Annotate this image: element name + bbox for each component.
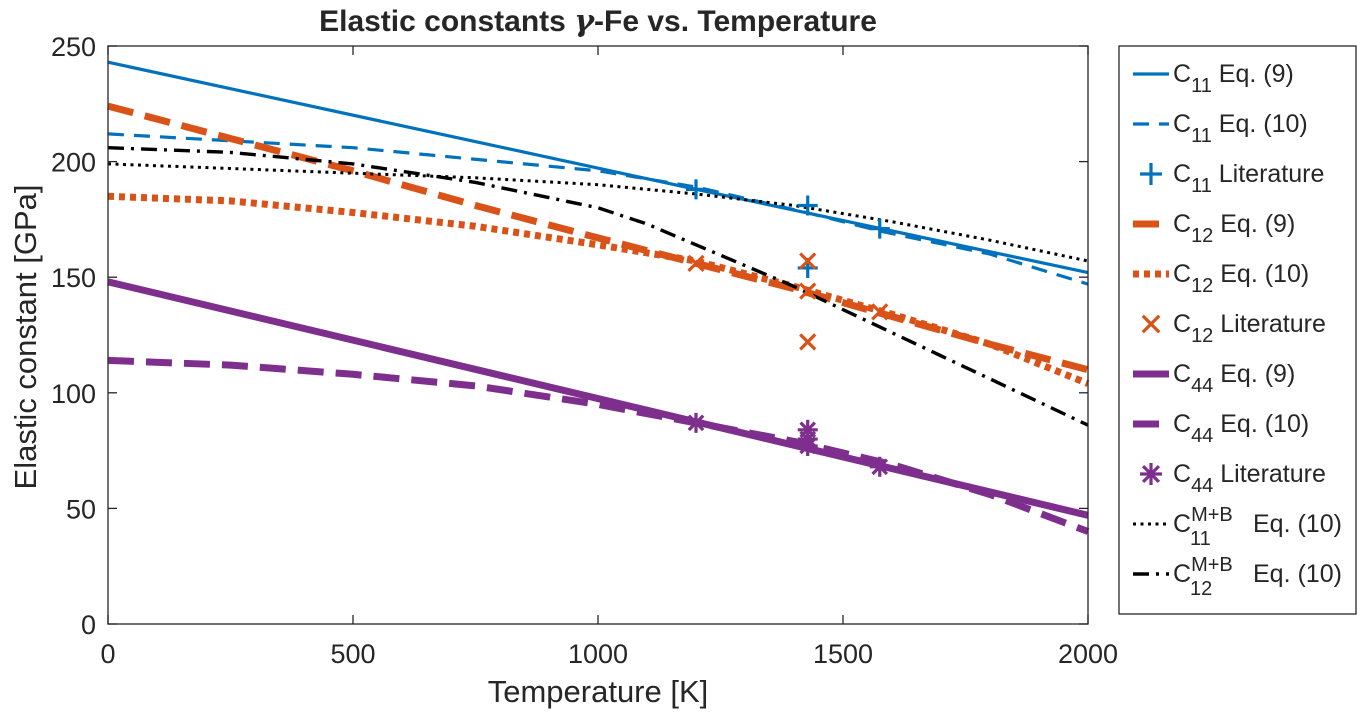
data-point	[871, 303, 889, 321]
x-axis-label: Temperature [K]	[488, 674, 709, 709]
series-c44-eq-10-line	[107, 356, 1090, 535]
x-tick-label: 2000	[1058, 639, 1118, 669]
legend-entry: C44 Literature	[1140, 460, 1326, 497]
legend-entry: CM+B 11Eq. (10)	[1133, 504, 1342, 550]
legend-entry: C12 Eq. (10)	[1133, 260, 1309, 297]
marker-stroke	[799, 252, 817, 270]
legend-label: CM+B 12Eq. (10)	[1173, 554, 1342, 600]
y-tick-label: 200	[51, 148, 96, 178]
data-point	[797, 435, 818, 456]
legend-entry: C12 Eq. (9)	[1133, 210, 1295, 247]
series-c12-eq-9-line	[107, 102, 1089, 374]
y-tick-label: 50	[66, 494, 96, 524]
marker-stroke	[871, 458, 889, 476]
legend-label: C44 Eq. (10)	[1173, 410, 1309, 447]
legend-entry: CM+B 12Eq. (10)	[1133, 554, 1342, 600]
data-point	[797, 195, 818, 216]
legend-label: C11 Eq. (10)	[1173, 110, 1308, 147]
y-tick-label: 150	[51, 263, 96, 293]
x-tick-label: 1000	[568, 639, 628, 669]
y-tick-label: 250	[51, 32, 96, 62]
legend-label: C44 Literature	[1173, 460, 1326, 497]
marker-stroke	[799, 333, 817, 351]
axes-layer: 0 500 1000 1500 2000 0 50 100 150 200 250	[51, 32, 1118, 669]
legend-swatch	[1140, 463, 1162, 485]
series-c12-literature-markers	[687, 252, 889, 351]
legend-label: C12 Eq. (10)	[1173, 260, 1309, 297]
legend-label: C12 Literature	[1173, 310, 1326, 347]
marker-stroke	[799, 282, 817, 300]
series-layer	[107, 60, 1090, 535]
series-c12-eq-10-line	[107, 192, 1090, 387]
plot-area	[108, 46, 1088, 624]
data-point	[799, 333, 817, 351]
data-point	[686, 412, 706, 433]
data-point	[869, 456, 890, 477]
y-axis-label: Elastic constant [GPa]	[8, 185, 43, 490]
legend-entry: C11 Literature	[1140, 160, 1324, 197]
y-tick-label: 100	[51, 379, 96, 409]
marker-stroke	[799, 437, 817, 455]
x-tick-label: 1500	[813, 639, 873, 669]
legend-swatch	[1140, 163, 1162, 185]
legend-swatch	[1141, 314, 1161, 334]
legend-entry: C44 Eq. (10)	[1133, 410, 1309, 447]
legend-entry: C12 Literature	[1141, 310, 1326, 347]
data-point	[799, 252, 817, 270]
data-point	[687, 254, 705, 272]
legend-label: CM+B 11Eq. (10)	[1173, 504, 1342, 550]
series-c44-literature-markers	[686, 412, 890, 477]
marker-stroke	[871, 303, 889, 321]
data-point	[869, 218, 890, 239]
data-point	[686, 179, 706, 200]
marker-stroke	[1141, 314, 1161, 334]
marker-stroke	[1141, 464, 1161, 484]
marker-stroke	[687, 254, 705, 272]
chart-title: Elastic constants γ-Fe vs. Temperature	[319, 4, 877, 39]
legend-entry: C44 Eq. (9)	[1133, 360, 1295, 397]
data-point	[799, 282, 817, 300]
series-c44-eq-9-line	[107, 278, 1089, 519]
x-tick-label: 0	[100, 639, 115, 669]
y-tick-label: 0	[81, 610, 96, 640]
x-tick-label: 500	[330, 639, 375, 669]
legend-label: C11 Literature	[1173, 160, 1324, 197]
series-c11-eq-10-line	[107, 132, 1089, 286]
marker-stroke	[687, 414, 705, 432]
legend-label: C12 Eq. (9)	[1173, 210, 1295, 247]
legend-entry: C11 Eq. (9)	[1133, 60, 1294, 97]
legend-label: C11 Eq. (9)	[1173, 60, 1294, 97]
series-c12-mb-eq-10-line	[107, 146, 1089, 427]
legend-entry: C11 Eq. (10)	[1133, 110, 1308, 147]
plot-background	[108, 46, 1088, 624]
legend-label: C44 Eq. (9)	[1173, 360, 1295, 397]
legend: C11 Eq. (9) C11 Eq. (10) C11 Literature C12…	[1118, 45, 1357, 615]
